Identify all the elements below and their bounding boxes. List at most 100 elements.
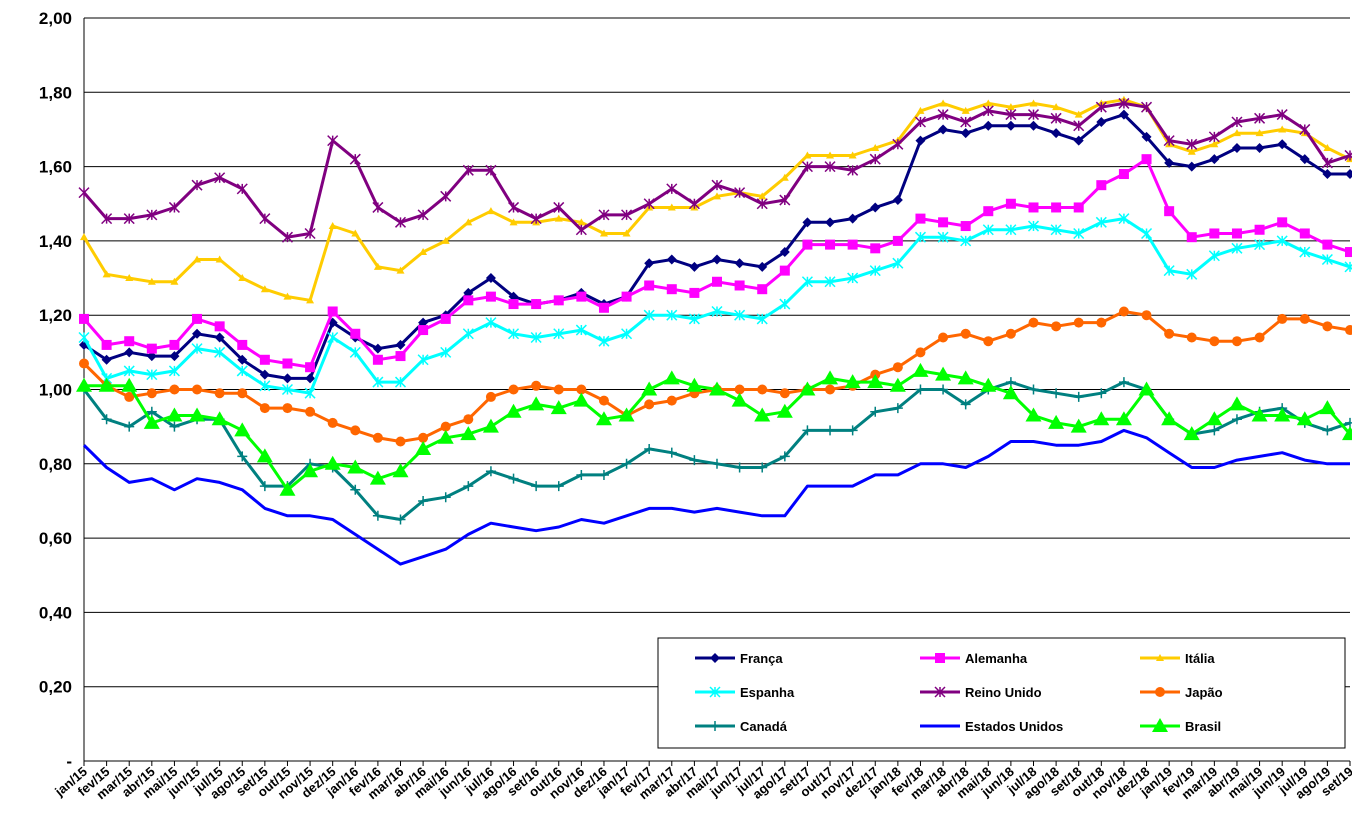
marker <box>485 273 496 284</box>
marker <box>621 291 632 302</box>
marker <box>595 411 612 426</box>
marker <box>756 198 768 210</box>
marker <box>460 426 477 441</box>
marker <box>889 377 906 392</box>
marker <box>327 331 339 344</box>
marker <box>279 481 296 496</box>
marker <box>1209 336 1220 347</box>
marker <box>146 388 157 399</box>
marker <box>395 339 406 350</box>
marker <box>324 455 341 470</box>
marker <box>238 274 247 282</box>
marker <box>938 217 949 228</box>
marker <box>869 265 881 277</box>
marker <box>1277 217 1288 228</box>
marker <box>754 407 771 422</box>
marker <box>915 384 926 395</box>
marker <box>1231 414 1242 425</box>
marker <box>437 429 454 444</box>
marker <box>234 422 251 437</box>
marker <box>123 365 135 377</box>
series <box>76 362 1352 496</box>
marker <box>482 418 499 433</box>
marker <box>779 298 791 310</box>
marker <box>147 277 156 285</box>
marker <box>709 686 721 698</box>
marker <box>847 164 859 176</box>
marker <box>710 721 720 731</box>
marker <box>125 274 134 282</box>
marker <box>395 514 406 525</box>
marker <box>1028 384 1039 395</box>
marker <box>214 321 225 332</box>
marker <box>281 383 293 396</box>
marker <box>283 292 292 300</box>
marker <box>1254 332 1265 343</box>
marker <box>710 653 720 663</box>
marker <box>663 370 680 385</box>
marker <box>417 209 429 221</box>
marker <box>530 331 542 344</box>
marker <box>688 313 700 325</box>
marker <box>1141 310 1152 321</box>
marker <box>347 459 364 474</box>
marker <box>1138 381 1155 396</box>
series <box>79 154 1352 373</box>
marker <box>214 388 225 399</box>
marker <box>914 231 926 243</box>
marker <box>758 192 767 200</box>
marker <box>440 190 452 202</box>
marker <box>1344 149 1352 161</box>
marker <box>960 128 971 139</box>
marker <box>508 201 520 213</box>
marker <box>169 351 180 362</box>
legend-label: Itália <box>1185 651 1215 666</box>
series-line <box>82 217 1351 395</box>
marker <box>844 374 861 389</box>
marker <box>1073 391 1084 402</box>
series-line <box>82 428 1350 566</box>
marker <box>508 473 519 484</box>
marker <box>1251 407 1268 422</box>
marker <box>304 387 316 399</box>
marker <box>686 377 703 392</box>
marker <box>101 414 112 425</box>
marker <box>983 206 994 217</box>
marker <box>259 369 270 380</box>
marker <box>915 213 926 224</box>
marker <box>1345 325 1352 336</box>
marker <box>1231 143 1242 154</box>
marker <box>870 202 881 213</box>
marker <box>1278 125 1287 133</box>
marker <box>415 440 432 455</box>
marker <box>440 421 451 432</box>
marker <box>1183 426 1200 441</box>
marker <box>1342 426 1352 441</box>
marker <box>1073 202 1084 213</box>
marker <box>1118 377 1129 388</box>
marker <box>734 462 745 473</box>
marker <box>78 331 90 344</box>
marker <box>1299 154 1310 165</box>
marker <box>1118 97 1130 109</box>
marker <box>1208 250 1220 262</box>
marker <box>418 495 429 506</box>
marker <box>505 403 522 418</box>
marker <box>983 120 994 131</box>
marker <box>688 198 700 210</box>
marker <box>305 373 316 384</box>
marker <box>1299 246 1311 258</box>
marker <box>644 443 655 454</box>
marker <box>462 328 474 340</box>
marker <box>960 221 971 232</box>
marker <box>1095 216 1107 228</box>
marker <box>1276 235 1288 247</box>
series-line <box>82 380 1351 521</box>
marker <box>441 236 450 244</box>
marker <box>825 217 836 228</box>
marker <box>101 354 112 365</box>
marker <box>1161 411 1178 426</box>
marker <box>1323 144 1332 152</box>
marker <box>757 284 768 295</box>
marker <box>1322 321 1333 332</box>
